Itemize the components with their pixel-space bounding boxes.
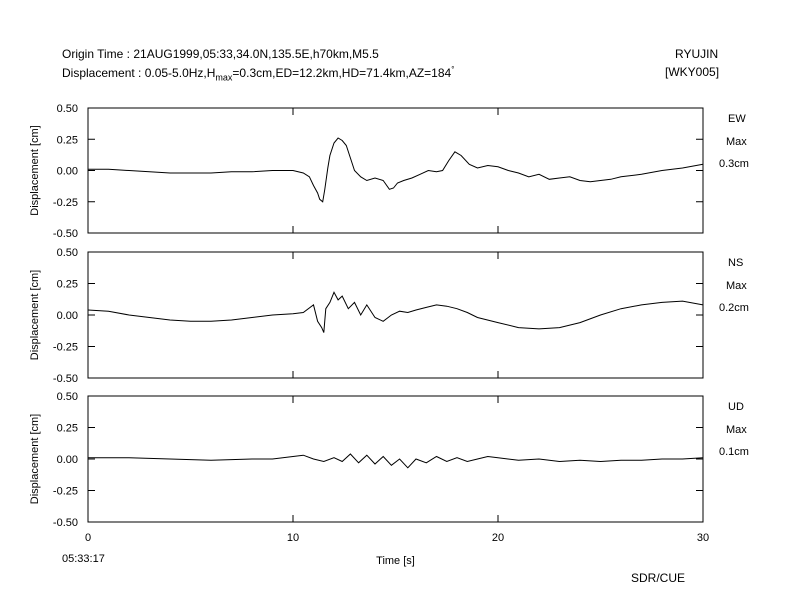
trace-ns (87, 291, 704, 333)
y-axis-label: Displacement [cm] (29, 125, 41, 215)
station-code: [WKY005] (665, 65, 720, 79)
x-tick-label: 10 (287, 532, 299, 544)
max-value: 0.3cm (719, 158, 749, 170)
y-tick-label: -0.25 (53, 342, 78, 354)
trace-ud (88, 453, 704, 469)
displacement-filter: 0.05-5.0Hz,H (144, 66, 216, 80)
x-tick-label: 20 (492, 532, 504, 544)
max-label: Max (726, 280, 747, 292)
max-label: Max (726, 424, 747, 436)
panel-ew: -0.50 -0.25 0.00 0.25 0.50 Displacement [cm] E… (29, 103, 749, 240)
component-label: NS (728, 257, 743, 269)
y-tick-label: -0.25 (53, 197, 78, 209)
x-tick-label: 0 (85, 532, 91, 544)
y-tick-label: 0.50 (57, 391, 78, 403)
y-tick-label: 0.00 (57, 166, 78, 178)
x-tick-label: 30 (697, 532, 709, 544)
origin-info: 21AUG1999,05:33,34.0N,135.5E,h70km,M5.5 (133, 47, 379, 61)
origin-time-line: Origin Time : 21AUG1999,05:33,34.0N,135.… (62, 47, 379, 61)
y-tick-label: -0.50 (53, 373, 78, 385)
y-axis-label: Displacement [cm] (29, 270, 41, 360)
credit-label: SDR/CUE (631, 571, 686, 585)
degree-mark: ° (451, 65, 455, 74)
station-name: RYUJIN (675, 47, 719, 61)
y-tick-label: -0.50 (53, 517, 78, 529)
y-tick-label: 0.50 (57, 247, 78, 259)
y-tick-label: 0.25 (57, 423, 78, 435)
displacement-line: Displacement : 0.05-5.0Hz,Hmax=0.3cm,ED=… (62, 65, 454, 82)
origin-prefix: Origin Time : (62, 47, 134, 61)
y-tick-label: 0.50 (57, 103, 78, 115)
y-tick-label: -0.50 (53, 228, 78, 240)
y-tick-label: 0.00 (57, 454, 78, 466)
y-tick-label: 0.25 (57, 134, 78, 146)
y-axis-label: Displacement [cm] (29, 414, 41, 504)
start-time: 05:33:17 (62, 553, 105, 565)
component-label: UD (728, 401, 744, 413)
panel-frame (87, 107, 704, 234)
hmax-subscript: max (215, 72, 233, 83)
max-label: Max (726, 136, 747, 148)
y-tick-label: 0.25 (57, 279, 78, 291)
y-tick-label: 0.00 (57, 310, 78, 322)
y-tick-label: -0.25 (53, 486, 78, 498)
displacement-prefix: Displacement : (62, 66, 145, 80)
panel-ud: -0.50 -0.25 0.00 0.25 0.50 Displacement [cm] U… (29, 391, 749, 529)
x-axis-label: Time [s] (376, 555, 415, 567)
panel-ns: -0.50 -0.25 0.00 0.25 0.50 Displacement [cm] N… (29, 247, 749, 385)
panel-frame (87, 251, 704, 379)
max-value: 0.2cm (719, 302, 749, 314)
trace-ew (88, 137, 704, 203)
component-label: EW (728, 113, 746, 125)
max-value: 0.1cm (719, 446, 749, 458)
displacement-details: =0.3cm,ED=12.2km,HD=71.4km,AZ=184 (232, 66, 452, 80)
